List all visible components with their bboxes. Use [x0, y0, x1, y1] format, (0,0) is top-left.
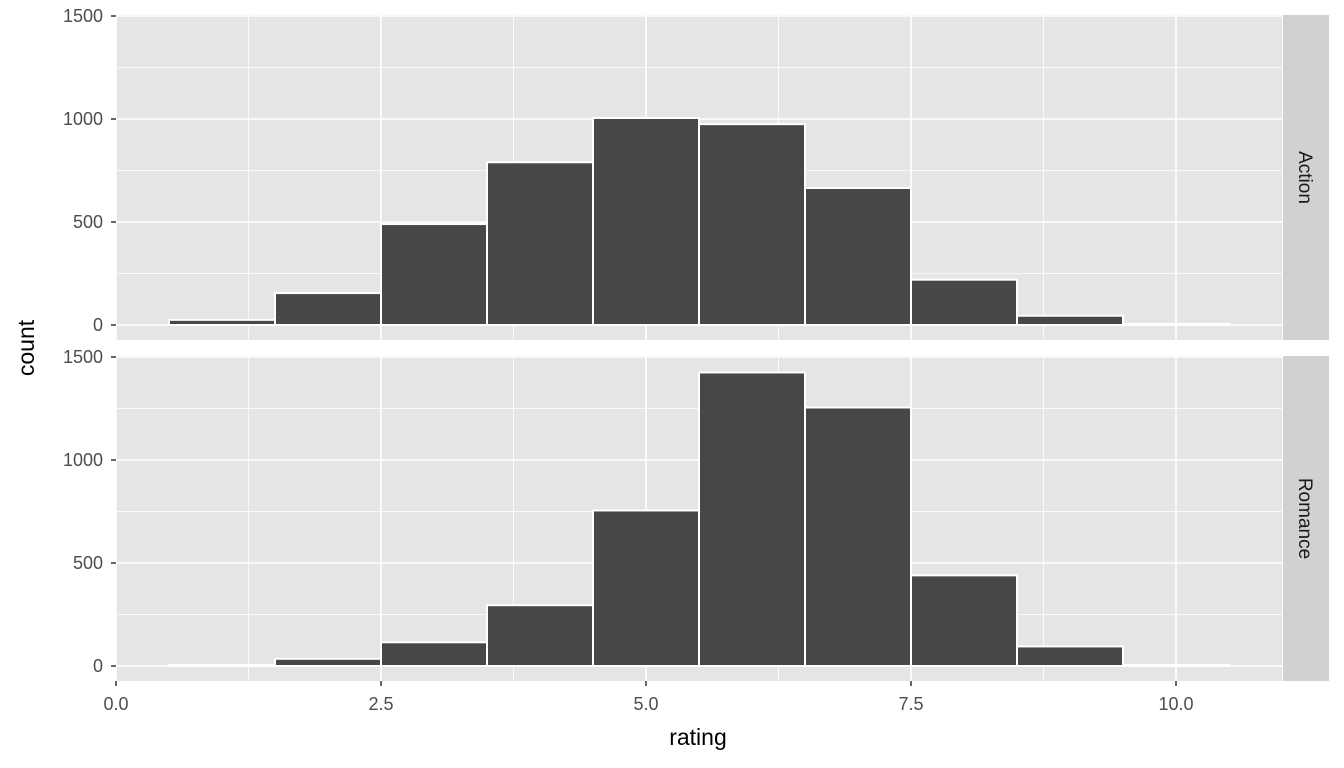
x-tick-label: 10.0	[1158, 694, 1193, 714]
histogram-bar	[274, 657, 382, 667]
facet-strip	[1283, 356, 1329, 681]
histogram-bar	[274, 292, 382, 327]
y-tick-label: 500	[73, 553, 103, 573]
histogram-bar	[910, 278, 1018, 326]
facet-strip-label: Action	[1294, 151, 1315, 204]
x-tick-label: 2.5	[368, 694, 393, 714]
y-tick-label: 1500	[63, 347, 103, 367]
histogram-bar	[1016, 314, 1124, 327]
histogram-bar	[168, 663, 276, 667]
histogram-bar	[592, 509, 700, 667]
y-tick-label: 1000	[63, 450, 103, 470]
facet-panel-action: 0 500 1000 1500 Action	[63, 6, 1329, 340]
histogram-bar	[380, 641, 488, 667]
histogram-bar	[1122, 663, 1230, 667]
y-tick-label: 0	[93, 656, 103, 676]
y-tick-label: 1000	[63, 109, 103, 129]
histogram-bar	[486, 604, 594, 667]
histogram-bar	[698, 371, 806, 667]
histogram-bar	[910, 574, 1018, 667]
x-tick-label: 7.5	[898, 694, 923, 714]
x-axis-title: rating	[669, 724, 727, 750]
histogram-bar	[380, 223, 488, 326]
histogram-bar	[698, 123, 806, 327]
histogram-bar	[1016, 645, 1124, 667]
histogram-bar	[804, 406, 912, 667]
histogram-bar	[592, 116, 700, 326]
histogram-bar	[168, 318, 276, 327]
facet-strip-label: Romance	[1294, 478, 1315, 559]
histogram-bar	[486, 161, 594, 326]
facet-strip	[1283, 15, 1329, 340]
facet-panel-romance: 0 500 1000 1500 Romance	[63, 347, 1329, 681]
x-tick-label: 0.0	[103, 694, 128, 714]
histogram-bar	[804, 187, 912, 326]
y-tick-label: 0	[93, 315, 103, 335]
x-tick-label: 5.0	[633, 694, 658, 714]
histogram-bar	[1122, 322, 1230, 327]
y-tick-label: 1500	[63, 6, 103, 26]
y-axis-title: count	[13, 319, 39, 376]
y-tick-label: 500	[73, 212, 103, 232]
